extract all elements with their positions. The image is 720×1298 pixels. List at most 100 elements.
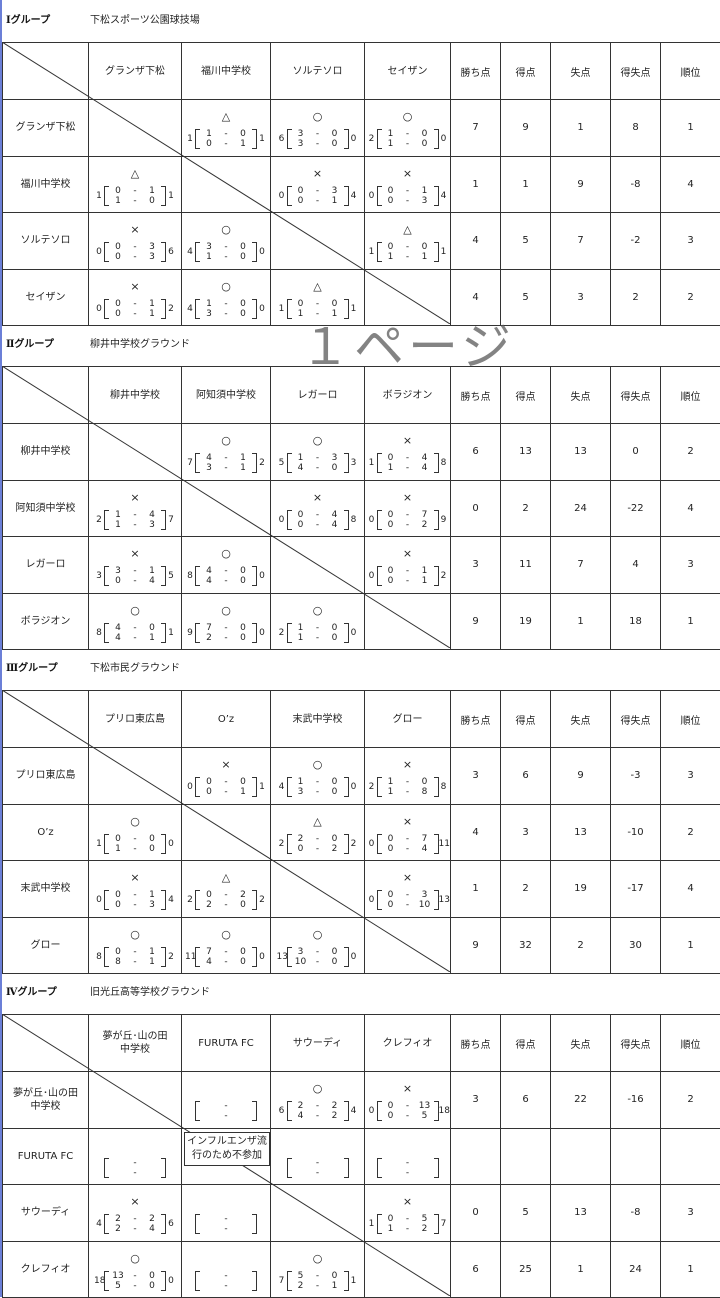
total-against: 1 (166, 191, 176, 201)
match-score: -- (182, 1100, 270, 1122)
result-mark: × (89, 491, 181, 504)
total-against: 3 (349, 458, 359, 468)
result-mark: × (271, 167, 364, 180)
half-for: 1 (111, 510, 125, 520)
result-mark: ○ (89, 928, 181, 941)
score-dash: - (401, 1101, 415, 1111)
stat-value: 1 (661, 1241, 720, 1298)
total-against: 4 (349, 191, 359, 201)
stat-value (611, 1128, 661, 1185)
stat-value: 22 (551, 1072, 611, 1129)
total-for: 8 (94, 952, 104, 962)
result-mark: × (89, 547, 181, 560)
half-against: 0 (328, 623, 342, 633)
stat-value: 0 (611, 424, 661, 481)
match-cell: -- (182, 1185, 271, 1242)
half-score-line: 0-4 (377, 453, 439, 463)
stat-header: 勝ち点 (451, 691, 501, 748)
result-mark: ○ (89, 604, 181, 617)
half-score-line: 1-8 (377, 787, 439, 797)
row-team-name: グランザ下松 (3, 100, 89, 157)
result-mark: △ (365, 223, 450, 236)
stat-value: 6 (501, 748, 551, 805)
half-for: 1 (294, 623, 308, 633)
score-dash: - (219, 623, 233, 633)
half-for: 4 (111, 633, 125, 643)
half-against (236, 1271, 250, 1281)
row-team-name: グロー (3, 917, 89, 974)
half-against: 0 (328, 299, 342, 309)
half-score-line: 0-1 (287, 196, 349, 206)
half-score-line: 0-1 (195, 139, 257, 149)
match-score: -- (182, 1270, 270, 1292)
half-score-line: 0-1 (377, 566, 439, 576)
half-score-line: 1-0 (104, 196, 166, 206)
result-mark: ○ (271, 758, 364, 771)
half-score-line: 2-2 (287, 1101, 349, 1111)
match-cell: -- (271, 1128, 365, 1185)
half-for: 0 (384, 242, 398, 252)
row-team-name: ソルテソロ (3, 213, 89, 270)
half-score-line: 2-4 (104, 1224, 166, 1234)
result-mark: ○ (182, 547, 270, 560)
half-against: 0 (236, 252, 250, 262)
half-for: 4 (202, 957, 216, 967)
result-mark: ○ (271, 928, 364, 941)
total-for: 7 (185, 458, 195, 468)
total-for: 2 (277, 628, 287, 638)
half-for (202, 1101, 216, 1111)
half-score-line: 0-3 (104, 242, 166, 252)
stat-value: 3 (551, 269, 611, 326)
half-for: 1 (384, 129, 398, 139)
self-cell (182, 156, 271, 213)
score-dash: - (401, 900, 415, 910)
half-against: 0 (145, 1271, 159, 1281)
score-dash: - (219, 1111, 233, 1121)
total-against: 0 (439, 134, 449, 144)
corner-cell (3, 43, 89, 100)
match-cell: -- (365, 1128, 451, 1185)
column-team-header: 福川中学校 (182, 43, 271, 100)
half-for: 1 (384, 1224, 398, 1234)
half-against (145, 1158, 159, 1168)
half-for: 0 (202, 890, 216, 900)
self-cell (365, 1241, 451, 1298)
stat-value: -2 (611, 213, 661, 270)
half-score-line: 1-0 (377, 139, 439, 149)
self-cell (89, 100, 182, 157)
stat-value: 19 (551, 861, 611, 918)
stat-header: 順位 (661, 367, 720, 424)
half-score-line: 0-0 (287, 299, 349, 309)
total-for: 2 (185, 895, 195, 905)
half-for: 1 (202, 129, 216, 139)
self-cell (89, 424, 182, 481)
half-for: 2 (202, 900, 216, 910)
result-mark: ○ (182, 434, 270, 447)
stat-value: 30 (611, 917, 661, 974)
half-against: 2 (418, 520, 432, 530)
half-against: 0 (418, 129, 432, 139)
half-score-line: - (104, 1158, 166, 1168)
total-against: 1 (349, 304, 359, 314)
total-for: 0 (94, 247, 104, 257)
half-score-line: - (195, 1281, 257, 1291)
total-against: 6 (166, 1219, 176, 1229)
